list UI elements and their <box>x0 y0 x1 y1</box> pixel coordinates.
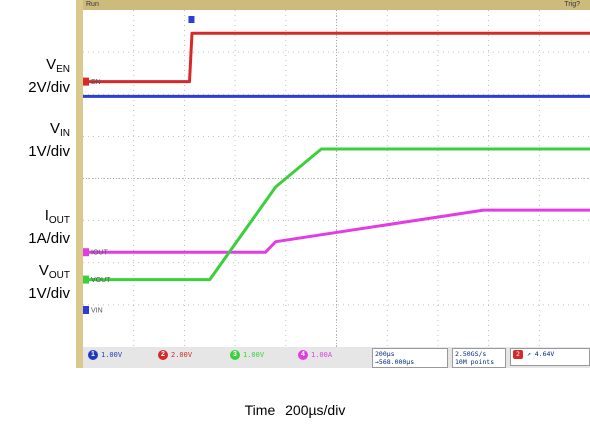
trace-tag-badge <box>83 248 89 257</box>
trace-tag-vin: VIN <box>91 308 103 315</box>
trace-tag-badge <box>83 275 89 284</box>
vin-label: VIN 1V/div <box>28 120 70 160</box>
ch2-scale: 2.00V <box>171 351 193 359</box>
scope-top-bar <box>83 0 590 10</box>
ch1-scale: 1.00V <box>101 351 123 359</box>
record-length: 10M points <box>455 358 495 366</box>
ch3-scale: 1.00V <box>243 351 265 359</box>
trace-vout <box>83 147 590 282</box>
trigger-level: 4.64V <box>534 350 555 358</box>
iout-scale: 1A/div <box>28 230 70 247</box>
vout-scale: 1V/div <box>28 285 70 302</box>
trigger-status: Trig? <box>564 1 580 8</box>
trace-tag-en: EN <box>91 79 101 86</box>
waveform-plot: EN IOUT VOUT VIN <box>83 10 590 347</box>
sample-rate: 2.50GS/s <box>455 350 487 358</box>
trigger-slope-icon: ↗ <box>526 350 531 358</box>
vout-label: VOUT 1V/div <box>28 262 70 302</box>
ch4-badge: 4 <box>298 350 308 360</box>
trace-tag-badge <box>83 306 89 314</box>
trace-tag-badge <box>83 77 89 86</box>
trigger-channel-badge: 2 <box>513 350 523 359</box>
timebase-value: 200µs <box>375 350 395 358</box>
trace-tag-vout: VOUT <box>91 277 111 284</box>
ch3-badge: 3 <box>230 350 240 360</box>
iout-label: IOUT 1A/div <box>28 207 70 247</box>
trigger-position: →568.000µs <box>375 358 415 366</box>
ch1-badge: 1 <box>88 350 98 360</box>
trigger-marker <box>188 16 195 23</box>
vin-scale: 1V/div <box>28 143 70 160</box>
ch4-scale: 1.00A <box>311 351 333 359</box>
trigger-box: 2 ↗ 4.64V <box>510 348 590 366</box>
trace-en <box>83 31 590 84</box>
ven-label: VEN 2V/div <box>28 56 70 96</box>
acquisition-box: 2.50GS/s 10M points <box>452 348 506 368</box>
time-axis-label: Time 200µs/div <box>244 402 346 418</box>
timebase-box: 200µs →568.000µs <box>372 348 448 368</box>
trace-tag-iout: IOUT <box>91 250 108 257</box>
run-status: Run <box>86 1 99 8</box>
ch2-badge: 2 <box>158 350 168 360</box>
trace-iout <box>83 208 590 254</box>
ven-scale: 2V/div <box>28 79 70 96</box>
